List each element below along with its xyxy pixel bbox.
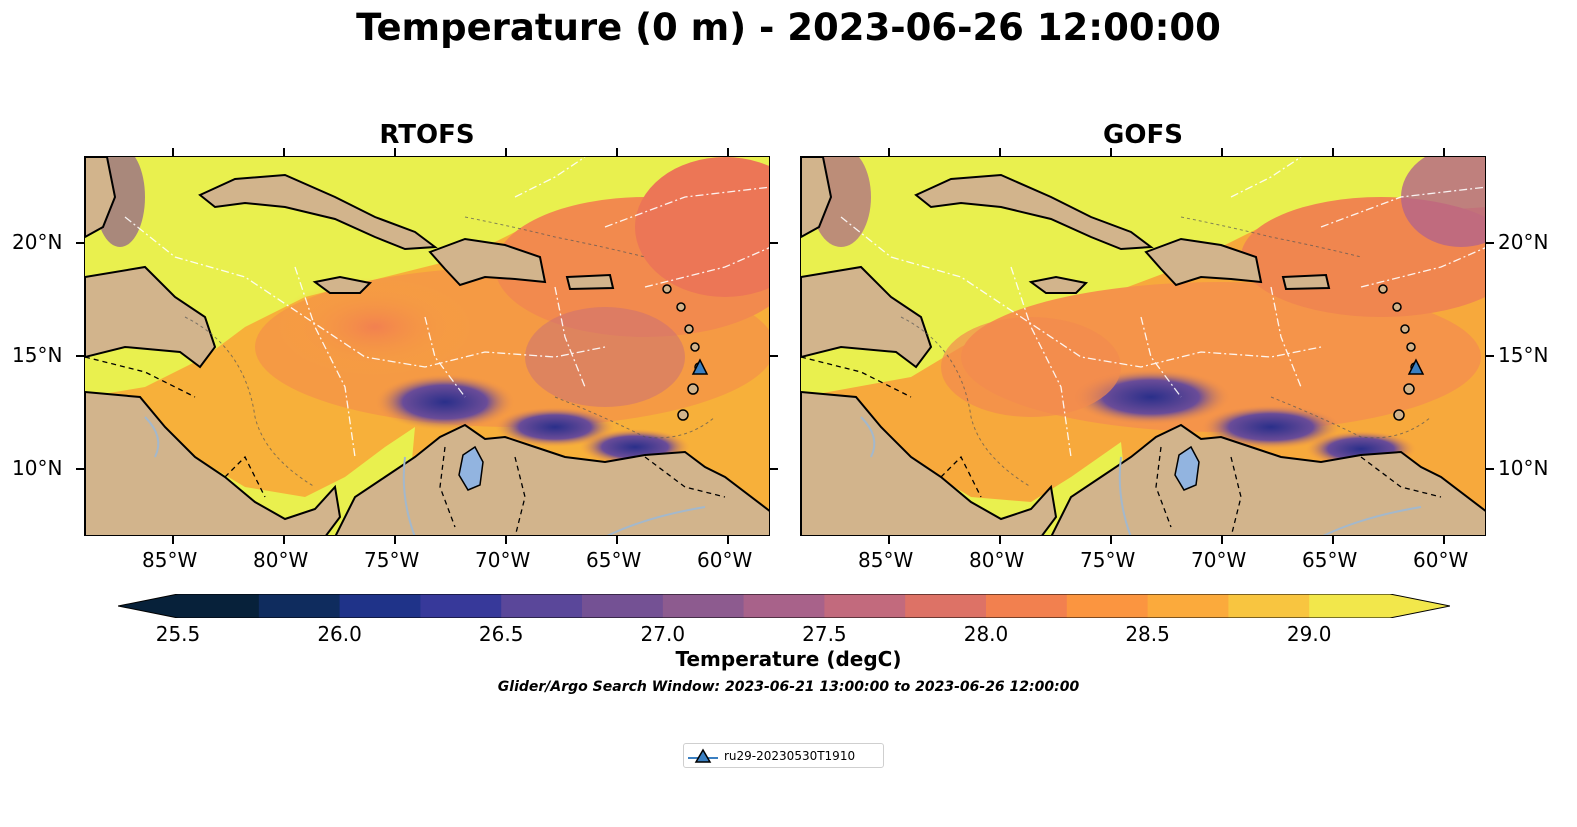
colorbar-segment	[662, 594, 745, 618]
triangle-marker-icon	[688, 748, 718, 763]
map-gofs	[800, 156, 1486, 536]
colorbar-segment	[743, 594, 825, 618]
lon-tick-label: 75°W	[1080, 548, 1136, 572]
lon-tick-label: 80°W	[253, 548, 309, 572]
lon-tick-label: 80°W	[969, 548, 1025, 572]
colorbar-tick-label: 28.5	[1125, 622, 1170, 646]
colorbar-tick-label: 29.0	[1286, 622, 1332, 646]
colorbar-title: Temperature (degC)	[675, 647, 902, 671]
colorbar-segment	[178, 594, 260, 618]
colorbar-extend-max	[1390, 594, 1450, 618]
colorbar-tick-label: 26.0	[317, 622, 362, 646]
lat-tick-label: 20°N	[1498, 230, 1549, 254]
figure-title: Temperature (0 m) - 2023-06-26 12:00:00	[356, 6, 1221, 49]
colorbar-tick-label: 28.0	[963, 622, 1009, 646]
lat-tick-label: 15°N	[12, 343, 63, 367]
colorbar-segment	[582, 594, 664, 618]
colorbar-segment	[986, 594, 1068, 618]
colorbar-segment	[1147, 594, 1229, 618]
legend-label: ru29-20230530T1910	[724, 748, 856, 763]
colorbar-segment	[1309, 594, 1391, 618]
panel-title-rtofs: RTOFS	[379, 120, 475, 150]
lon-tick-label: 70°W	[475, 548, 531, 572]
colorbar-tick-label: 27.0	[640, 622, 686, 646]
map-frame-ticks	[76, 148, 1494, 544]
colorbar-tick-label: 27.5	[802, 622, 847, 646]
search-window-text: Glider/Argo Search Window: 2023-06-21 13…	[497, 679, 1080, 695]
lon-tick-label: 60°W	[1413, 548, 1469, 572]
panel-title-gofs: GOFS	[1103, 120, 1183, 150]
lat-tick-label: 10°N	[12, 456, 63, 480]
lon-tick-label: 65°W	[586, 548, 642, 572]
lon-tick-label: 75°W	[364, 548, 420, 572]
colorbar-segment	[501, 594, 583, 618]
lon-tick-label: 60°W	[697, 548, 753, 572]
lon-tick-label: 65°W	[1302, 548, 1358, 572]
colorbar-segment	[339, 594, 421, 618]
colorbar	[118, 594, 1450, 618]
lat-tick-label: 10°N	[1498, 456, 1549, 480]
colorbar-segment	[258, 594, 341, 618]
legend: ru29-20230530T1910	[683, 743, 884, 768]
lat-tick-label: 15°N	[1498, 343, 1549, 367]
lon-tick-label: 85°W	[858, 548, 914, 572]
colorbar-segment	[420, 594, 502, 618]
colorbar-segment	[824, 594, 906, 618]
lon-tick-label: 85°W	[142, 548, 198, 572]
colorbar-segment	[1228, 594, 1310, 618]
map-rtofs	[84, 156, 770, 536]
colorbar-tick-label: 25.5	[155, 622, 201, 646]
lat-tick-label: 20°N	[12, 230, 63, 254]
lon-tick-label: 70°W	[1191, 548, 1247, 572]
colorbar-tick-label: 26.5	[478, 622, 524, 646]
colorbar-segment	[1066, 594, 1149, 618]
colorbar-extend-min	[118, 594, 178, 618]
colorbar-segment	[905, 594, 987, 618]
